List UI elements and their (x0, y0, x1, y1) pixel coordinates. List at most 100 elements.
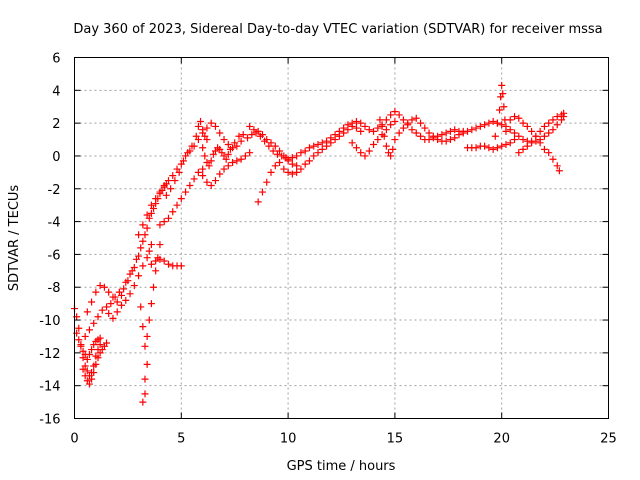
data-point (160, 181, 168, 189)
data-point (207, 181, 215, 189)
data-point (493, 119, 501, 127)
data-point (361, 152, 369, 160)
data-point (150, 283, 158, 291)
x-axis-label: GPS time / hours (287, 459, 396, 474)
data-point (94, 354, 102, 362)
data-point (246, 149, 254, 157)
data-point (194, 122, 202, 130)
data-point (485, 119, 493, 127)
data-point (113, 308, 121, 316)
x-tick-label: 0 (70, 432, 78, 447)
data-point (301, 160, 309, 168)
data-point (472, 124, 480, 132)
y-tick-label: -8 (48, 281, 61, 296)
plot-frame (74, 57, 609, 419)
data-point (348, 122, 356, 130)
data-point (310, 152, 318, 160)
data-point (173, 201, 181, 209)
data-point (267, 168, 275, 176)
data-point (235, 132, 243, 140)
data-point (222, 155, 230, 163)
data-point (216, 170, 224, 178)
data-point (177, 262, 185, 270)
data-point (540, 132, 548, 140)
data-point (160, 257, 168, 265)
y-tick-label: 6 (52, 52, 60, 67)
data-point (103, 339, 111, 347)
data-point (169, 172, 177, 180)
data-point (248, 131, 256, 139)
data-point (139, 398, 147, 406)
data-point (237, 155, 245, 163)
data-point (160, 218, 168, 226)
data-point (177, 195, 185, 203)
data-point (502, 127, 510, 135)
data-point (391, 117, 399, 125)
data-point (434, 136, 442, 144)
data-point (331, 136, 339, 144)
data-point (205, 162, 213, 170)
data-point (455, 131, 463, 139)
y-tick-label: 2 (52, 117, 60, 132)
data-point (481, 142, 489, 150)
data-point (387, 121, 395, 129)
data-point (555, 167, 563, 175)
data-point (344, 126, 352, 134)
data-point (545, 119, 553, 127)
data-point (545, 149, 553, 157)
data-point (288, 170, 296, 178)
data-point (276, 147, 284, 155)
data-point (141, 375, 149, 383)
data-point (220, 165, 228, 173)
data-point (199, 144, 207, 152)
data-point (194, 136, 202, 144)
data-point (370, 127, 378, 135)
data-point (92, 288, 100, 296)
data-point (532, 132, 540, 140)
data-point (412, 129, 420, 137)
data-point (425, 129, 433, 137)
data-point (85, 326, 93, 334)
data-point (536, 139, 544, 147)
data-point (147, 260, 155, 268)
data-point (88, 346, 96, 354)
data-point (408, 126, 416, 134)
data-point (511, 136, 519, 144)
data-point (190, 142, 198, 150)
data-point (391, 136, 399, 144)
data-point (184, 149, 192, 157)
data-point (139, 262, 147, 270)
data-point (293, 152, 301, 160)
data-point (263, 136, 271, 144)
data-point (468, 126, 476, 134)
x-tick-label: 20 (493, 432, 510, 447)
data-point (203, 124, 211, 132)
data-point (182, 188, 190, 196)
x-tick-label: 5 (177, 432, 185, 447)
data-point (499, 90, 507, 98)
data-point (233, 157, 241, 165)
data-point (335, 132, 343, 140)
data-point (318, 139, 326, 147)
data-point (357, 119, 365, 127)
data-point (241, 152, 249, 160)
data-point (553, 162, 561, 170)
data-point (152, 195, 160, 203)
data-point (498, 121, 506, 129)
data-point (75, 324, 83, 332)
data-point (77, 342, 85, 350)
data-point (404, 119, 412, 127)
data-point (237, 137, 245, 145)
data-point (96, 282, 104, 290)
data-point (75, 336, 83, 344)
data-point (476, 122, 484, 130)
data-point (171, 177, 179, 185)
data-point (126, 290, 134, 298)
data-point (519, 145, 527, 153)
data-point (147, 209, 155, 217)
data-point (211, 122, 219, 130)
data-point (96, 334, 104, 342)
data-points (71, 81, 568, 406)
data-point (96, 341, 104, 349)
